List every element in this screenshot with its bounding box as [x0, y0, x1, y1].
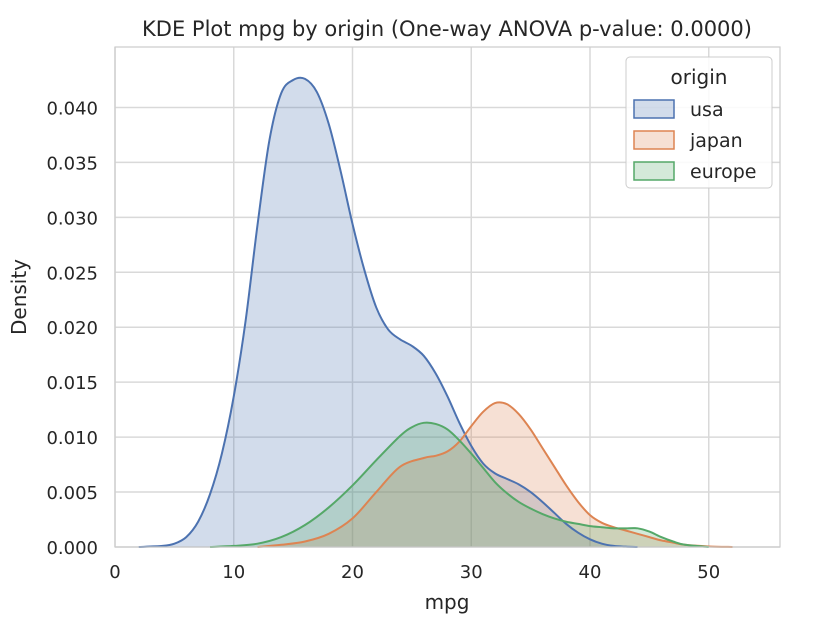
- legend: origin usa japan europe: [625, 56, 773, 189]
- legend-frame: [625, 56, 773, 189]
- plot-frame: [114, 46, 781, 548]
- legend-swatch-usa: [633, 99, 675, 119]
- y-tick-label: 0.030: [46, 208, 98, 229]
- density-line-japan: [257, 401, 733, 548]
- density-line-europe: [209, 421, 709, 548]
- x-axis-title: mpg: [425, 590, 470, 614]
- y-tick-label: 0.005: [46, 483, 98, 504]
- y-tick-label: 0.015: [46, 373, 98, 394]
- x-tick-label: 30: [460, 562, 483, 583]
- y-axis-title: Density: [7, 259, 31, 335]
- density-area-usa: [138, 77, 638, 547]
- density-line-usa: [138, 76, 638, 548]
- y-tick-label: 0.000: [46, 538, 98, 559]
- x-tick-label: 10: [222, 562, 245, 583]
- density-area-europe: [210, 422, 709, 547]
- chart-title: KDE Plot mpg by origin (One-way ANOVA p-…: [142, 17, 752, 41]
- y-tick-label: 0.025: [46, 263, 98, 284]
- density-areas: [138, 77, 733, 547]
- y-tick-label: 0.010: [46, 428, 98, 449]
- x-tick-label: 50: [697, 562, 720, 583]
- legend-label-usa: usa: [690, 99, 724, 121]
- legend-title: origin: [671, 65, 728, 89]
- y-tick-label: 0.040: [46, 98, 98, 119]
- x-tick-labels: 0 10 20 30 40 50: [109, 562, 720, 583]
- density-area-japan: [257, 402, 733, 547]
- x-tick-label: 0: [109, 562, 120, 583]
- density-lines: [138, 76, 733, 548]
- x-tick-label: 20: [341, 562, 364, 583]
- y-tick-label: 0.035: [46, 153, 98, 174]
- y-tick-label: 0.020: [46, 318, 98, 339]
- x-tick-label: 40: [579, 562, 602, 583]
- legend-swatch-europe: [633, 161, 675, 181]
- legend-label-japan: japan: [689, 130, 743, 152]
- legend-swatch-japan: [633, 130, 675, 150]
- y-tick-labels: 0.000 0.005 0.010 0.015 0.020 0.025 0.030 0.035…: [46, 98, 98, 559]
- legend-label-europe: europe: [690, 161, 757, 183]
